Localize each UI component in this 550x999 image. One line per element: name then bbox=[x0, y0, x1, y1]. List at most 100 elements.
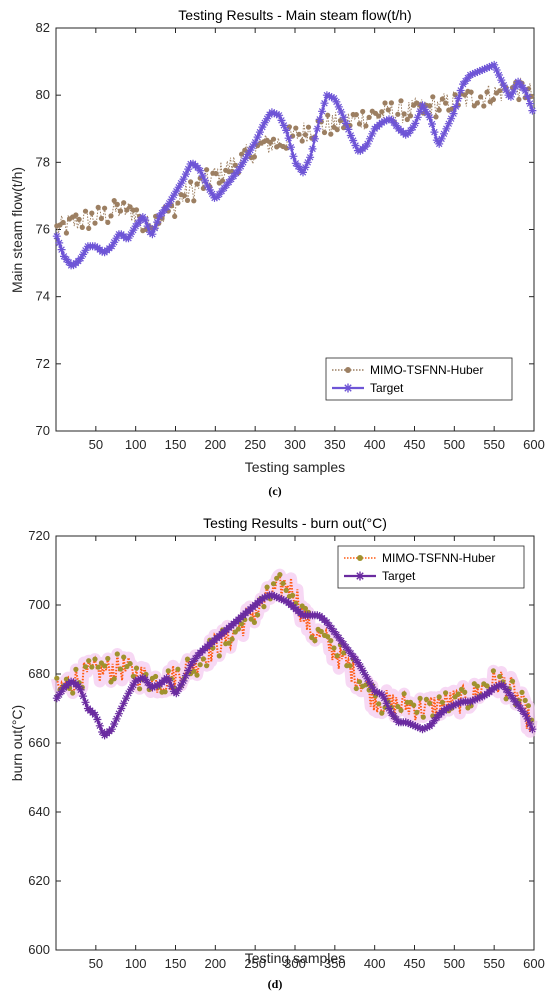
data-point bbox=[205, 185, 214, 194]
legend-box bbox=[337, 545, 525, 589]
data-point bbox=[468, 696, 477, 705]
series-target bbox=[52, 591, 537, 740]
data-point bbox=[420, 714, 426, 720]
data-point bbox=[413, 723, 422, 732]
data-point bbox=[418, 101, 427, 110]
data-point bbox=[121, 200, 127, 206]
data-point bbox=[420, 105, 429, 114]
data-point bbox=[150, 682, 159, 691]
data-point bbox=[248, 142, 257, 151]
data-point bbox=[483, 64, 491, 72]
data-point bbox=[358, 666, 367, 675]
data-point bbox=[74, 682, 83, 691]
x-tick-label: 300 bbox=[284, 437, 306, 452]
data-point bbox=[274, 575, 280, 581]
legend-entry: Target bbox=[332, 381, 404, 395]
data-point bbox=[122, 694, 131, 703]
data-point bbox=[119, 699, 128, 708]
data-point bbox=[175, 666, 181, 672]
data-point bbox=[353, 685, 359, 692]
data-point bbox=[110, 238, 119, 247]
data-point bbox=[490, 683, 499, 692]
x-tick-label: 200 bbox=[204, 956, 226, 971]
data-point bbox=[497, 673, 503, 680]
data-point bbox=[167, 195, 176, 204]
x-tick-label: 600 bbox=[523, 956, 545, 971]
data-point bbox=[296, 131, 302, 137]
data-point bbox=[385, 704, 393, 713]
data-point bbox=[347, 663, 353, 669]
data-point bbox=[456, 86, 465, 95]
x-tick-label: 300 bbox=[284, 956, 306, 971]
data-point bbox=[112, 234, 121, 243]
data-point bbox=[81, 246, 90, 255]
data-point bbox=[344, 125, 353, 134]
data-point bbox=[82, 664, 89, 670]
data-point bbox=[177, 681, 186, 689]
data-point bbox=[379, 109, 385, 115]
data-point bbox=[216, 653, 222, 659]
data-point bbox=[127, 661, 133, 667]
data-point bbox=[198, 171, 207, 180]
data-point bbox=[117, 704, 126, 713]
data-point bbox=[267, 591, 276, 599]
data-point bbox=[188, 179, 194, 185]
data-point bbox=[95, 721, 104, 730]
data-point bbox=[503, 696, 509, 702]
data-point bbox=[312, 638, 318, 644]
data-point bbox=[401, 130, 410, 139]
data-point bbox=[290, 133, 296, 139]
data-point bbox=[137, 686, 143, 692]
x-tick-label: 250 bbox=[244, 956, 266, 971]
data-point bbox=[117, 666, 124, 672]
data-point bbox=[492, 682, 501, 691]
data-point bbox=[162, 689, 168, 695]
y-axis-label: Main steam flow(t/h) bbox=[9, 167, 25, 293]
data-point bbox=[244, 150, 252, 159]
data-point bbox=[466, 697, 475, 706]
data-point bbox=[181, 170, 190, 179]
chart-caption: (c) bbox=[268, 484, 281, 498]
x-tick-label: 50 bbox=[89, 956, 103, 971]
data-point bbox=[172, 689, 181, 698]
data-point bbox=[124, 234, 133, 243]
data-point bbox=[430, 128, 439, 137]
y-tick-label: 70 bbox=[36, 423, 50, 438]
data-point bbox=[246, 146, 255, 155]
data-point bbox=[377, 690, 386, 699]
data-point bbox=[258, 594, 267, 603]
data-point bbox=[475, 67, 484, 75]
data-point bbox=[165, 676, 174, 685]
data-point bbox=[172, 213, 178, 219]
data-point bbox=[303, 158, 312, 167]
data-point bbox=[454, 94, 463, 103]
data-point bbox=[451, 102, 460, 111]
data-point bbox=[484, 89, 490, 95]
data-point bbox=[219, 178, 226, 184]
data-point bbox=[121, 654, 127, 660]
data-point bbox=[108, 213, 114, 219]
data-point bbox=[258, 123, 267, 132]
data-point bbox=[131, 676, 140, 685]
data-point bbox=[57, 687, 66, 696]
legend-box bbox=[325, 357, 513, 401]
data-point bbox=[468, 70, 477, 78]
data-point bbox=[411, 702, 417, 708]
data-point bbox=[287, 143, 295, 152]
data-point bbox=[356, 662, 365, 671]
data-point bbox=[497, 88, 503, 94]
data-point bbox=[490, 96, 496, 103]
data-point bbox=[270, 136, 277, 142]
data-point bbox=[153, 681, 162, 690]
data-point bbox=[478, 692, 487, 701]
data-point bbox=[417, 695, 423, 702]
data-point bbox=[428, 120, 436, 128]
data-point bbox=[239, 158, 248, 167]
data-point bbox=[474, 100, 480, 106]
x-tick-label: 500 bbox=[443, 437, 465, 452]
data-point bbox=[509, 87, 518, 96]
data-point bbox=[204, 167, 210, 173]
data-point bbox=[308, 144, 317, 153]
data-point bbox=[418, 725, 427, 734]
y-tick-label: 680 bbox=[28, 666, 50, 681]
